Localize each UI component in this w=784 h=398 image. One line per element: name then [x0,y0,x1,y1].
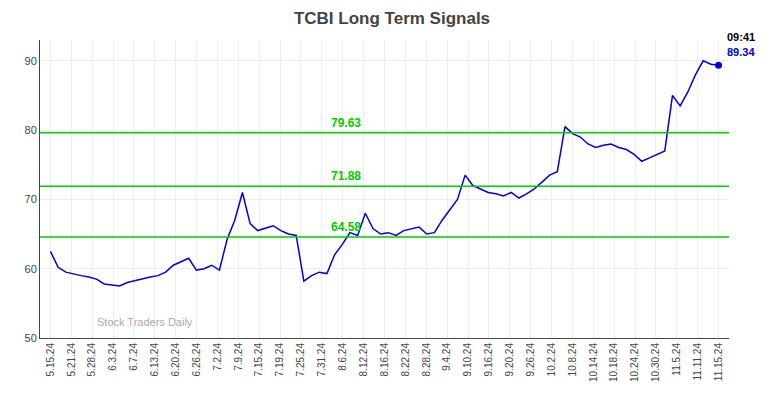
svg-text:6.20.24: 6.20.24 [170,343,181,377]
svg-text:11.11.24: 11.11.24 [692,343,703,381]
svg-text:80: 80 [25,124,37,136]
svg-text:7.9.24: 7.9.24 [233,343,244,371]
svg-text:10.30.24: 10.30.24 [650,343,661,382]
svg-text:9.16.24: 9.16.24 [483,343,494,377]
svg-text:10.14.24: 10.14.24 [588,343,599,382]
svg-text:6.13.24: 6.13.24 [149,343,160,377]
svg-text:10.24.24: 10.24.24 [629,343,640,382]
svg-text:7.2.24: 7.2.24 [212,343,223,371]
svg-text:TCBI Long Term Signals: TCBI Long Term Signals [294,9,490,28]
svg-text:79.63: 79.63 [331,116,361,130]
svg-text:9.26.24: 9.26.24 [525,343,536,377]
svg-text:Stock Traders Daily: Stock Traders Daily [97,316,193,328]
svg-text:5.15.24: 5.15.24 [45,343,56,377]
svg-text:8.28.24: 8.28.24 [421,343,432,377]
svg-text:71.88: 71.88 [331,169,361,183]
svg-text:5.28.24: 5.28.24 [86,343,97,377]
svg-text:9.10.24: 9.10.24 [462,343,473,377]
svg-text:11.15.24: 11.15.24 [713,343,724,382]
svg-text:90: 90 [25,55,37,67]
svg-text:6.3.24: 6.3.24 [107,343,118,371]
svg-text:8.12.24: 8.12.24 [358,343,369,377]
svg-text:6.7.24: 6.7.24 [128,343,139,371]
svg-text:10.2.24: 10.2.24 [546,343,557,377]
svg-text:9.4.24: 9.4.24 [441,343,452,371]
svg-text:10.18.24: 10.18.24 [608,343,619,382]
svg-text:10.8.24: 10.8.24 [567,343,578,377]
svg-text:7.25.24: 7.25.24 [295,343,306,377]
svg-text:11.5.24: 11.5.24 [671,343,682,376]
svg-text:7.15.24: 7.15.24 [253,343,264,377]
svg-text:50: 50 [25,332,37,344]
svg-text:70: 70 [25,193,37,205]
svg-text:8.22.24: 8.22.24 [400,343,411,377]
svg-text:09:41: 09:41 [727,31,755,43]
svg-text:8.6.24: 8.6.24 [337,343,348,371]
svg-text:8.16.24: 8.16.24 [379,343,390,377]
svg-text:9.20.24: 9.20.24 [504,343,515,377]
svg-text:7.19.24: 7.19.24 [274,343,285,377]
svg-text:89.34: 89.34 [727,46,755,58]
svg-text:6.26.24: 6.26.24 [191,343,202,377]
svg-text:60: 60 [25,263,37,275]
svg-text:64.58: 64.58 [331,220,361,234]
svg-text:5.21.24: 5.21.24 [66,343,77,377]
svg-text:7.31.24: 7.31.24 [316,343,327,377]
